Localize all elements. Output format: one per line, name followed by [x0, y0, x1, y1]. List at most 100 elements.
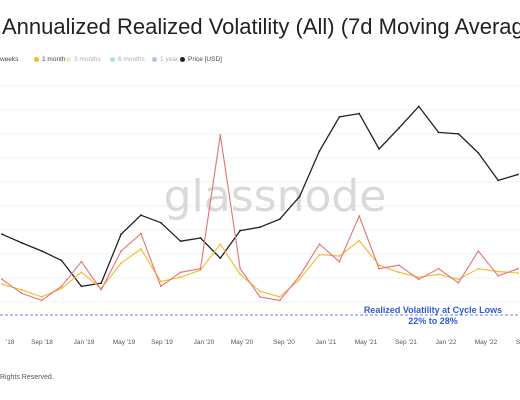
data-point [437, 273, 440, 276]
data-point [179, 271, 182, 274]
data-point [199, 237, 202, 239]
x-tick-label: '18 [6, 339, 15, 346]
data-point [239, 229, 242, 232]
data-point [477, 152, 480, 154]
data-point [20, 288, 23, 291]
legend-dot-icon [34, 57, 39, 62]
legend-label: weeks [0, 56, 19, 63]
x-tick-label: May '22 [475, 339, 498, 346]
volatility-line [1, 240, 519, 298]
data-point [517, 272, 519, 274]
data-point [199, 269, 202, 272]
data-point [497, 179, 500, 182]
x-tick-label: May '19 [113, 339, 136, 346]
data-point [199, 267, 202, 270]
data-point [437, 267, 440, 270]
x-tick-label: Sep '19 [151, 339, 173, 346]
data-point [100, 282, 103, 284]
data-point [60, 259, 63, 262]
data-point [318, 243, 321, 246]
legend-dot-icon [152, 57, 157, 62]
data-point [398, 127, 400, 130]
data-point [80, 271, 83, 274]
legend-label: 1 month [42, 56, 66, 63]
data-point [278, 295, 281, 298]
data-point [120, 262, 122, 265]
data-point [80, 260, 83, 263]
x-tick-label: Jan '19 [74, 339, 95, 346]
legend-item[interactable]: 1 month [34, 56, 66, 63]
data-point [457, 132, 460, 135]
x-tick-label: May '21 [355, 339, 378, 346]
legend-item[interactable]: 1 year [152, 56, 178, 63]
data-point [1, 283, 3, 286]
data-point [219, 134, 222, 136]
data-point [318, 150, 321, 152]
data-point [517, 267, 519, 270]
legend-dot-icon [110, 57, 115, 62]
data-point [20, 292, 23, 295]
data-point [497, 270, 500, 273]
data-point [40, 250, 43, 252]
watermark-text: glassnode [164, 171, 387, 222]
x-tick-label: Jan '20 [194, 339, 215, 346]
data-point [140, 232, 142, 235]
data-point [219, 257, 222, 260]
data-point [140, 248, 142, 250]
data-point [100, 288, 103, 291]
data-point [298, 274, 301, 277]
data-point [159, 221, 162, 224]
data-point [259, 295, 261, 298]
data-point [398, 264, 400, 267]
data-point [298, 195, 301, 198]
legend-item[interactable]: 6 months [110, 56, 145, 63]
legend-item[interactable]: 3 months [66, 56, 101, 63]
data-point [398, 271, 400, 274]
legend-label: Price [USD] [188, 56, 222, 63]
data-point [239, 267, 242, 270]
annotation-line-2: 22% to 28% [408, 316, 458, 326]
data-point [517, 173, 519, 176]
data-point [40, 295, 43, 298]
data-point [417, 105, 420, 108]
chart-title: Annualized Realized Volatility (All) (7d… [0, 14, 520, 44]
x-tick-label: Sep '18 [31, 339, 53, 346]
chart-title-text: Annualized Realized Volatility (All) (7d… [2, 14, 520, 39]
data-point [259, 290, 261, 293]
data-point [1, 278, 3, 281]
data-point [140, 214, 142, 217]
annotation-line-1: Realized Volatility at Cycle Lows [364, 305, 502, 315]
legend-dot-icon [180, 57, 185, 62]
legend-label: 3 months [74, 56, 101, 63]
legend-item[interactable]: Price [USD] [180, 56, 222, 63]
data-point [179, 240, 182, 243]
data-point [338, 260, 341, 263]
data-point [278, 299, 281, 302]
data-point [20, 241, 23, 244]
legend-label: 1 year [160, 56, 179, 63]
data-point [40, 299, 43, 302]
data-point [378, 267, 380, 270]
x-tick-label: Sep '21 [395, 339, 417, 346]
x-tick-label: Sep '20 [273, 339, 295, 346]
data-point [179, 276, 182, 279]
data-point [378, 148, 380, 150]
data-point [338, 116, 341, 118]
data-point [60, 287, 63, 290]
data-point [80, 285, 83, 288]
data-point [477, 267, 480, 270]
data-point [120, 233, 122, 236]
data-point [378, 264, 380, 267]
legend-dot-icon [66, 57, 71, 62]
chart-area: glassnode Realized Volatility at Cycle Lo… [0, 85, 520, 346]
x-tick-label: Jan '21 [316, 339, 337, 346]
data-point [358, 112, 361, 115]
data-point [457, 281, 460, 284]
data-point [298, 278, 301, 281]
data-point [219, 243, 222, 246]
legend-item[interactable]: weeks [0, 56, 18, 63]
x-tick-label: S [516, 339, 520, 346]
data-point [358, 239, 361, 242]
x-tick-label: Jan '22 [436, 339, 457, 346]
data-point [417, 276, 420, 279]
